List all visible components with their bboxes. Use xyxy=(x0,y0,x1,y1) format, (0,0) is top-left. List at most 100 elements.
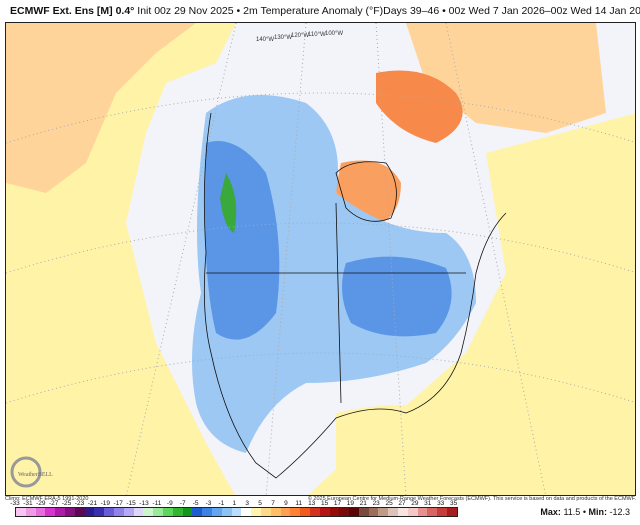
colorbar-tick-label: 17 xyxy=(333,500,342,507)
colorbar-tick-label: 3 xyxy=(245,500,249,507)
credits: Climo: ECMWF ERA-5 1991-2020 © 2025 Euro… xyxy=(5,496,636,502)
colorbar-tick-label: 11 xyxy=(295,500,303,507)
meridian-labels: 140°W 130°W 120°W 110°W 100°W xyxy=(256,31,343,43)
east-cold-core xyxy=(342,256,452,337)
colorbar-tick-label: -13 xyxy=(139,500,149,507)
rockies-coldest xyxy=(220,173,237,233)
colorbar-tick-label: -25 xyxy=(61,500,72,507)
field-name: 2m Temperature Anomaly (°F) xyxy=(243,5,384,17)
colorbar xyxy=(15,507,458,517)
colorbar-tick-label: 29 xyxy=(411,500,419,507)
colorbar-tick-label: -29 xyxy=(36,500,46,507)
weatherbell-logo: WeatherBELL xyxy=(8,455,68,490)
colorbar-swatch xyxy=(84,508,95,516)
colorbar-tick-label: 31 xyxy=(424,500,432,507)
colorbar-swatch xyxy=(417,508,428,516)
pacific-orange-anomaly xyxy=(6,23,196,193)
colorbar-swatch xyxy=(231,508,242,516)
colorbar-tick-label: -27 xyxy=(48,500,59,507)
colorbar-swatch xyxy=(172,508,183,516)
colorbar-swatch xyxy=(94,508,105,516)
colorbar-tick-label: -23 xyxy=(74,500,85,507)
baffin-hot-anomaly xyxy=(376,70,463,143)
colorbar-tick-label: -19 xyxy=(100,500,110,507)
colorbar-swatch xyxy=(55,508,65,516)
max-min-stats: Max: 11.5 • Min: -12.3 xyxy=(540,507,630,517)
meridian-label: 110°W xyxy=(308,32,326,38)
colorbar-swatch xyxy=(162,508,173,516)
colorbar-tick-label: -1 xyxy=(218,500,225,507)
anomaly-map[interactable]: 140°W 130°W 120°W 110°W 100°W xyxy=(5,22,636,496)
colorbar-tick-label: -7 xyxy=(179,500,186,507)
colorbar-tick-label: 33 xyxy=(437,500,445,507)
colorbar-tick-label: -15 xyxy=(126,500,136,507)
max-value: 11.5 xyxy=(563,507,581,517)
colorbar-tick-label: 21 xyxy=(359,500,367,507)
colorbar-swatch xyxy=(113,508,124,516)
colorbar-swatch xyxy=(368,508,379,516)
colorbar-swatch xyxy=(25,508,36,516)
colorbar-tick-label: 7 xyxy=(271,500,275,507)
meridian-label: 140°W xyxy=(256,37,274,43)
min-value: -12.3 xyxy=(609,507,630,517)
svg-text:WeatherBELL: WeatherBELL xyxy=(18,472,53,478)
colorbar-swatch xyxy=(143,508,154,516)
meridian-label: 100°W xyxy=(325,31,343,37)
atlantic-warm-anomaly xyxy=(308,113,635,495)
colorbar-tick-label: -5 xyxy=(192,500,199,507)
colorbar-swatch xyxy=(319,508,330,516)
colorbar-swatch xyxy=(45,508,56,516)
meridian-label: 130°W xyxy=(274,35,292,41)
colorbar-swatch xyxy=(202,508,212,516)
colorbar-tick-label: -17 xyxy=(113,500,123,507)
colorbar-tick-label: -21 xyxy=(87,500,98,507)
climo-credit: Climo: ECMWF ERA-5 1991-2020 xyxy=(5,496,89,502)
colorbar-swatch xyxy=(133,508,144,516)
colorbar-labels: -33 -31 -29 -27 -25 -23 -21 -19 -17 -15 -13 -11 -9 -7… xyxy=(8,500,463,509)
colorbar-swatch xyxy=(221,508,232,516)
colorbar-swatch xyxy=(447,508,457,516)
colorbar-tick-label: 25 xyxy=(385,500,393,507)
init-time: Init 00z 29 Nov 2025 xyxy=(137,5,234,17)
colorbar-tick-label: 19 xyxy=(346,500,355,507)
valid-period: Days 39–46 • 00z Wed 7 Jan 2026–00z Wed … xyxy=(383,5,640,17)
copyright: © 2025 European Centre for Medium-Range … xyxy=(307,496,636,502)
colorbar-swatch xyxy=(407,508,418,516)
colorbar-swatch xyxy=(64,508,75,516)
colorbar-swatch xyxy=(427,508,438,516)
colorbar-swatch xyxy=(388,508,399,516)
colorbar-swatch xyxy=(182,508,193,516)
colorbar-tick-label: -31 xyxy=(23,500,33,507)
colorbar-swatch xyxy=(35,508,46,516)
meridian-label: 120°W xyxy=(291,33,309,39)
colorbar-tick-label: 27 xyxy=(398,500,406,507)
colorbar-swatch xyxy=(329,508,340,516)
colorbar-swatch xyxy=(16,508,26,516)
gulf-mexico-warm xyxy=(336,405,468,495)
colorbar-swatch xyxy=(192,508,203,516)
colorbar-tick-label: -3 xyxy=(205,500,212,507)
colorbar-swatch xyxy=(309,508,320,516)
colorbar-swatch xyxy=(260,508,271,516)
title-bar: ECMWF Ext. Ens [M] 0.4° Init 00z 29 Nov … xyxy=(10,5,640,21)
colorbar-swatch xyxy=(123,508,134,516)
colorbar-swatch xyxy=(211,508,222,516)
colorbar-swatch xyxy=(339,508,350,516)
model-name: ECMWF Ext. Ens [M] 0.4° xyxy=(10,5,135,17)
colorbar-tick-label: -9 xyxy=(166,500,173,507)
colorbar-swatch xyxy=(437,508,448,516)
coastlines xyxy=(203,112,507,479)
colorbar-swatch xyxy=(349,508,359,516)
colorbar-tick-label: 1 xyxy=(232,500,237,507)
colorbar-swatch xyxy=(300,508,310,516)
colorbar-swatch xyxy=(398,508,408,516)
colorbar-swatch xyxy=(153,508,163,516)
colorbar-swatch xyxy=(270,508,281,516)
colorbar-tick-label: 9 xyxy=(284,500,288,507)
colorbar-tick-label: -11 xyxy=(152,500,162,507)
map-field: 140°W 130°W 120°W 110°W 100°W xyxy=(6,23,635,495)
colorbar-swatch xyxy=(251,508,261,516)
colorbar-tick-label: 5 xyxy=(258,500,262,507)
colorbar-swatch xyxy=(241,508,252,516)
colorbar-tick-label: 35 xyxy=(449,500,458,507)
